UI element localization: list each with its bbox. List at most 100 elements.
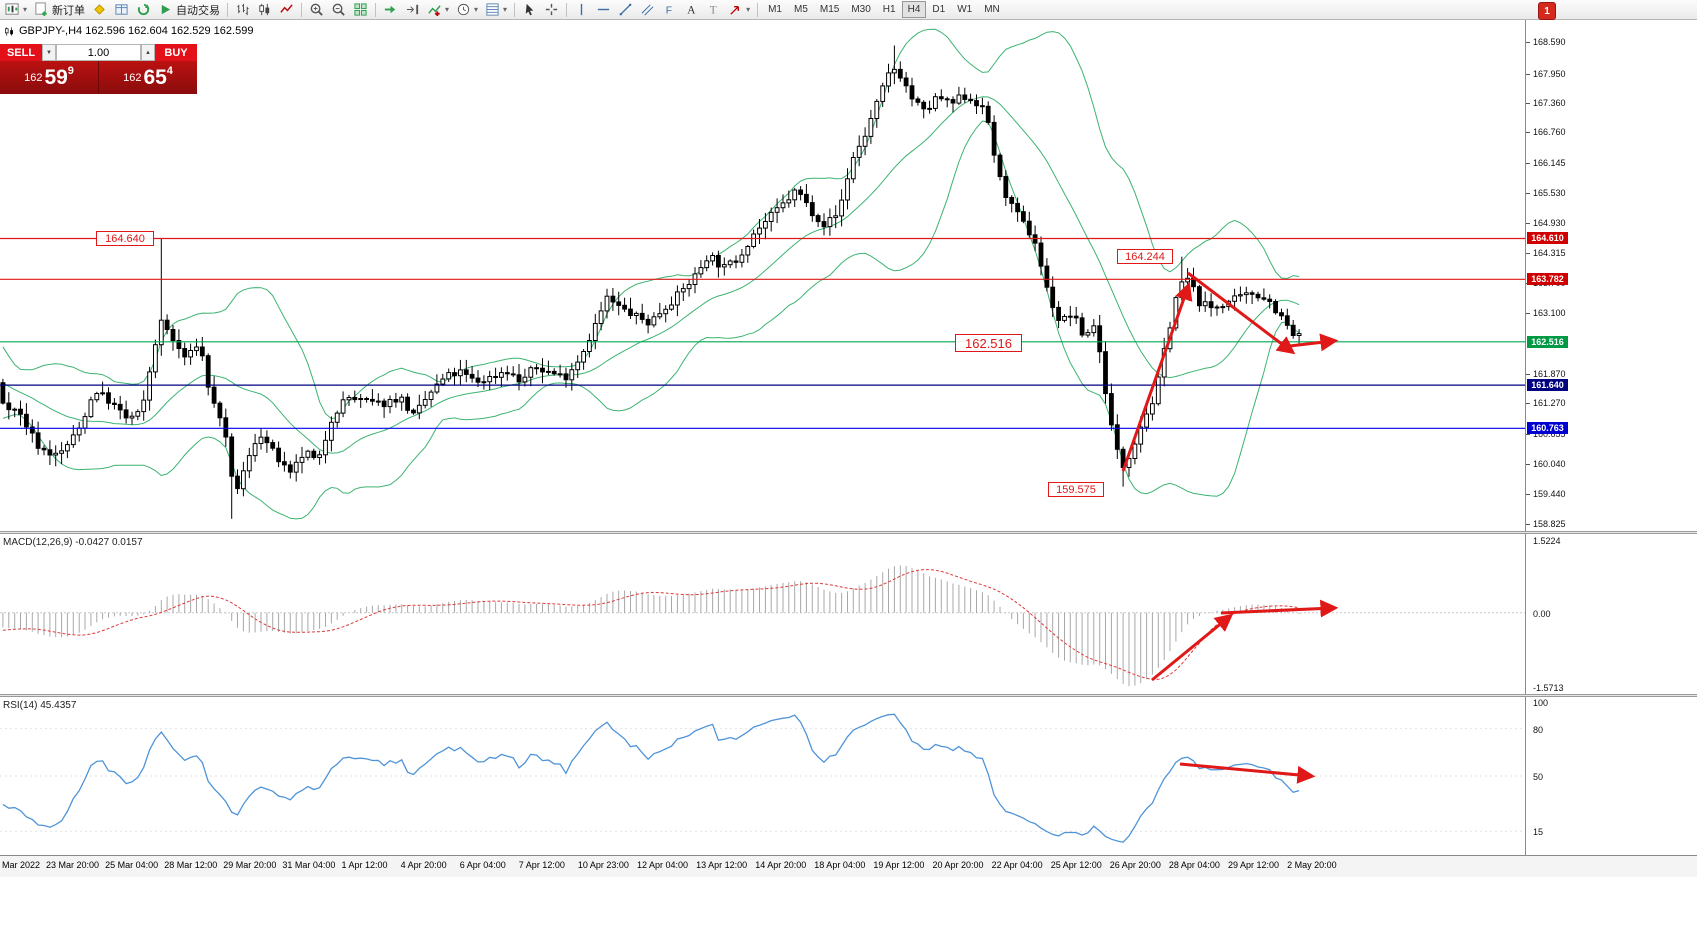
cursor-button[interactable] (519, 1, 540, 19)
fibonacci-button[interactable]: F (659, 1, 680, 19)
crosshair-button[interactable] (541, 1, 562, 19)
timeframe-m5[interactable]: M5 (793, 4, 808, 15)
sell-price-pip: 9 (67, 65, 74, 77)
timeframe-h4[interactable]: H4 (901, 1, 927, 18)
macd-scale-bottom: -1.5713 (1533, 683, 1564, 693)
metaeditor-button[interactable] (89, 1, 110, 19)
refresh-button[interactable] (133, 1, 154, 19)
bar-chart-button[interactable] (232, 1, 253, 19)
price-badge: 163.782 (1527, 273, 1568, 286)
time-tick-label: 10 Apr 23:00 (577, 860, 629, 870)
candle-chart-button[interactable] (254, 1, 275, 19)
timeframe-w1[interactable]: W1 (957, 4, 973, 15)
macd-indicator-panel[interactable] (0, 534, 1525, 694)
panel-splitter[interactable] (0, 694, 1697, 697)
candle-chart-icon (259, 3, 270, 16)
lot-size-input[interactable] (56, 44, 141, 61)
axis-tick-mark (1526, 403, 1530, 405)
price-tick-label: 159.440 (1533, 488, 1566, 499)
price-chart[interactable] (0, 20, 1525, 531)
rsi-scale-label: 50 (1533, 772, 1544, 782)
chart-price-label[interactable]: 164.244 (1117, 249, 1173, 264)
axis-tick-mark (1526, 193, 1530, 195)
time-axis[interactable]: Mar 2022 23 Mar 20:00 25 Mar 04:00 28 Mar 1… (0, 855, 1697, 877)
time-tick-label: 20 Apr 20:00 (932, 860, 984, 870)
panel-splitter[interactable] (0, 531, 1697, 534)
horizontal-line-button[interactable] (593, 1, 614, 19)
text-icon: A (687, 5, 696, 17)
text-label-button[interactable]: T (703, 1, 724, 19)
chart-shift-button[interactable] (402, 1, 423, 19)
indicators-button[interactable]: ▾ (424, 1, 452, 19)
axis-tick-mark (1526, 102, 1530, 104)
timeframe-m15[interactable]: M15 (819, 4, 840, 15)
cursor-icon (525, 3, 534, 16)
toolbar-separator (566, 2, 568, 17)
market-watch-button[interactable] (111, 1, 132, 19)
timeframe-m1[interactable]: M1 (768, 4, 782, 15)
auto-trading-button-label: 自动交易 (176, 4, 221, 17)
indicators-icon (428, 5, 441, 17)
chart-price-label[interactable]: 159.575 (1048, 482, 1104, 497)
sell-price-button[interactable]: 162 59 9 (0, 61, 98, 94)
price-tick-label: 168.590 (1533, 37, 1566, 47)
svg-text:T: T (710, 5, 717, 17)
hline-icon (597, 8, 610, 11)
auto-scroll-icon (384, 5, 396, 14)
timeframe-d1[interactable]: D1 (932, 4, 946, 15)
one-click-trading-panel: SELL ▼ ▲ BUY 162 59 9 162 65 4 (0, 44, 197, 94)
axis-tick-mark (1526, 312, 1530, 314)
time-tick-label: 4 Apr 20:00 (400, 860, 447, 870)
sell-button[interactable]: SELL (0, 44, 42, 61)
line-chart-button[interactable] (276, 1, 297, 19)
rsi-scale-label: 15 (1533, 827, 1544, 838)
sell-price-prefix: 162 (24, 71, 43, 84)
new-order-button[interactable]: 新订单 (31, 1, 88, 19)
zoom-in-button[interactable] (306, 1, 327, 19)
rsi-indicator-panel[interactable] (0, 697, 1525, 855)
play-icon (161, 4, 171, 15)
tile-windows-button[interactable] (350, 1, 371, 19)
timeframe-m30[interactable]: M30 (851, 4, 871, 15)
price-axis[interactable]: 168.590 167.950 167.360 166.760 166.145 165.5… (1525, 20, 1697, 855)
channel-button[interactable] (637, 1, 658, 19)
timeframe-h1[interactable]: H1 (882, 4, 896, 15)
axis-tick-mark (1526, 162, 1530, 164)
symbol-ohlc-text: GBPJPY-,H4 162.596 162.604 162.529 162.5… (19, 25, 254, 37)
data-window-icon (486, 3, 499, 16)
price-tick-label: 164.315 (1533, 248, 1566, 258)
time-tick-label: 2 May 20:00 (1287, 860, 1337, 870)
time-tick-label: 29 Mar 20:00 (223, 860, 277, 870)
buy-button[interactable]: BUY (155, 44, 197, 61)
candlesticks (0, 45, 1302, 519)
chart-price-label[interactable]: 162.516 (955, 334, 1022, 352)
time-tick-label: 28 Mar 12:00 (164, 860, 218, 870)
new-chart-button[interactable]: ▾ (2, 1, 30, 19)
time-tick-label: 13 Apr 12:00 (696, 860, 748, 870)
dropdown-caret-icon: ▾ (746, 4, 751, 14)
trendline-icon (619, 3, 632, 16)
vertical-line-button[interactable] (571, 1, 592, 19)
toolbar-separator (514, 2, 516, 17)
chart-price-label[interactable]: 164.640 (96, 231, 154, 246)
arrows-tool-button[interactable]: ▾ (725, 1, 753, 19)
timeframe-mn[interactable]: MN (984, 4, 1000, 15)
templates-button[interactable]: ▾ (482, 1, 510, 19)
zoom-out-button[interactable] (328, 1, 349, 19)
notification-badge[interactable]: 1 (1538, 2, 1556, 20)
price-tick-label: 167.950 (1533, 68, 1566, 79)
lot-increase-button[interactable]: ▲ (141, 44, 155, 61)
buy-price-button[interactable]: 162 65 4 (99, 61, 197, 94)
refresh-icon (137, 3, 150, 16)
buy-price-pip: 4 (166, 65, 173, 77)
new-chart-icon (5, 3, 19, 15)
text-button[interactable]: A (681, 1, 702, 19)
periods-button[interactable]: ▾ (453, 1, 481, 19)
axis-tick-mark (1526, 464, 1530, 466)
trendline-button[interactable] (615, 1, 636, 19)
auto-trading-button[interactable]: 自动交易 (155, 1, 223, 19)
vline-icon (580, 3, 583, 16)
auto-scroll-button[interactable] (380, 1, 401, 19)
lot-decrease-button[interactable]: ▼ (42, 44, 56, 61)
toolbar-separator (227, 2, 229, 17)
